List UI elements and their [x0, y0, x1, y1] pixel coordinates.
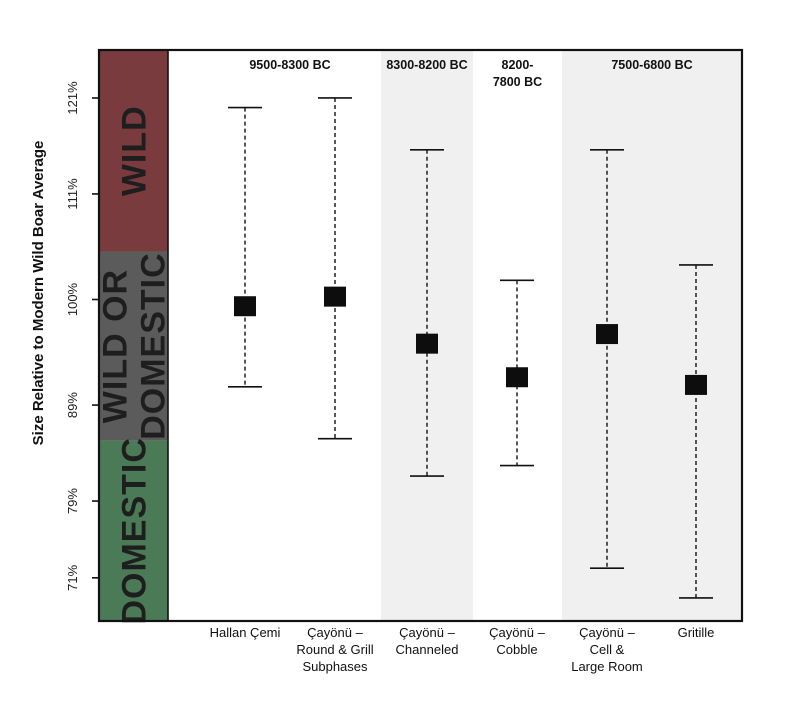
x-tick-label: Gritille — [678, 625, 715, 640]
period-label-line: 7500-6800 BC — [611, 58, 692, 72]
x-tick-label-line: Subphases — [302, 659, 368, 674]
band-group — [99, 50, 168, 621]
x-tick-label-line: Cobble — [496, 642, 537, 657]
band-label-line: DOMESTIC — [116, 437, 154, 624]
y-tick-label: 100% — [65, 282, 80, 316]
y-axis: 121% 111% 100% 89% 79% 71% — [65, 81, 99, 591]
band-label-line: WILD OR — [97, 269, 135, 423]
mean-marker — [324, 286, 346, 307]
x-tick-label-line: Çayönü – — [579, 625, 635, 640]
errorbar-group — [228, 97, 713, 599]
mean-marker — [506, 367, 528, 388]
x-tick-label: Çayönü – Round & Grill Subphases — [296, 625, 373, 674]
period-label: 7500-6800 BC — [611, 58, 692, 72]
plot-frame — [97, 48, 744, 623]
period-label-line: 8200- — [502, 58, 534, 72]
period-label: 9500-8300 BC — [249, 58, 330, 72]
y-tick-label: 121% — [65, 81, 80, 115]
y-axis-title: Size Relative to Modern Wild Boar Averag… — [30, 141, 47, 446]
x-tick-label: Hallan Çemi — [210, 625, 281, 640]
x-tick-label-line: Cell & — [590, 642, 625, 657]
x-tick-label-line: Round & Grill — [296, 642, 373, 657]
x-tick-label: Çayönü – Cell & Large Room — [571, 625, 643, 674]
x-tick-label-line: Çayönü – — [307, 625, 363, 640]
x-tick-label-line: Gritille — [678, 625, 715, 640]
band-wild — [99, 50, 168, 252]
y-tick-label: 71% — [65, 564, 80, 590]
mean-marker — [234, 296, 256, 317]
period-label-line: 9500-8300 BC — [249, 58, 330, 72]
mean-marker — [596, 324, 618, 345]
band-label-line: WILD — [116, 105, 154, 196]
y-tick-label: 89% — [65, 392, 80, 418]
x-tick-label-line: Large Room — [571, 659, 643, 674]
period-label-group: 9500-8300 BC 8300-8200 BC 8200- 7800 BC 7500… — [249, 58, 692, 89]
x-tick-label: Çayönü – Cobble — [489, 625, 545, 657]
x-axis: Hallan Çemi Çayönü – Round & Grill Subphase… — [210, 625, 715, 674]
x-tick-label-line: Çayönü – — [399, 625, 455, 640]
band-label: WILD — [116, 105, 154, 196]
mean-marker — [416, 333, 438, 354]
y-tick-label: 79% — [65, 488, 80, 514]
band-label: WILD ORDOMESTIC — [97, 252, 173, 439]
x-tick-label: Çayönü – Channeled — [396, 625, 459, 657]
x-tick-label-line: Hallan Çemi — [210, 625, 281, 640]
period-label: 8200- 7800 BC — [493, 58, 542, 89]
period-shading — [562, 50, 742, 621]
period-label: 8300-8200 BC — [386, 58, 467, 72]
period-shading-group — [381, 50, 742, 621]
band-domestic — [99, 440, 168, 621]
band-label-line: DOMESTIC — [135, 252, 173, 439]
band-label: DOMESTIC — [116, 437, 154, 624]
x-tick-label-line: Channeled — [396, 642, 459, 657]
mean-marker — [685, 374, 707, 395]
x-tick-label-line: Çayönü – — [489, 625, 545, 640]
period-label-line: 7800 BC — [493, 75, 542, 89]
period-label-line: 8300-8200 BC — [386, 58, 467, 72]
y-tick-label: 111% — [65, 178, 80, 210]
band-wild-or-domestic — [99, 251, 168, 441]
